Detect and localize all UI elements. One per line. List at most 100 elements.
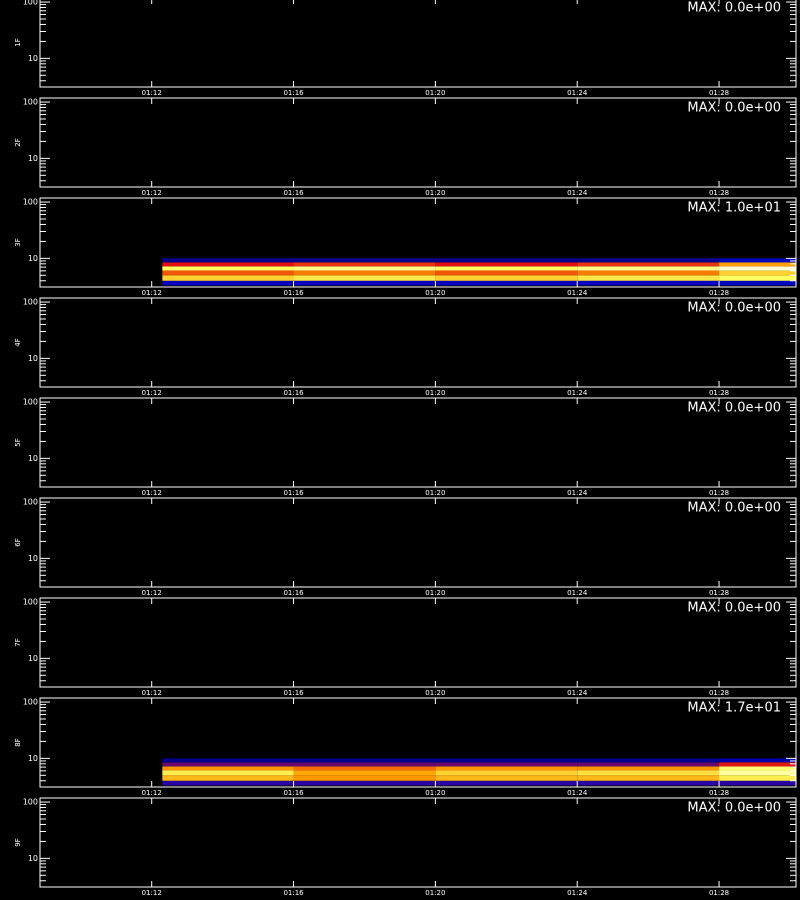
heat-cell [435,762,578,767]
x-tick-label: 01:24 [567,789,588,797]
heat-cell [719,780,796,786]
heat-cell [293,280,436,286]
heat-cell [577,280,720,286]
x-tick-label: 01:16 [283,289,304,297]
x-tick-label: 01:20 [425,189,445,197]
x-tick-label: 01:28 [709,89,729,97]
x-tick-label: 01:28 [709,389,729,397]
x-tick-label: 01:24 [567,489,588,497]
heat-cell [293,270,436,276]
heat-cell [435,775,578,781]
x-tick-label: 01:24 [567,889,588,897]
heat-cell [719,766,796,771]
heat-cell [719,262,796,267]
heat-cell [719,275,796,281]
heat-cell [435,270,578,276]
heat-cell [719,266,796,271]
y-tick-label: 100 [23,698,38,707]
plot-frame [39,597,797,688]
heat-cell [293,262,436,267]
x-tick-label: 01:12 [142,289,162,297]
heat-cell [719,758,796,763]
heat-cell [435,766,578,771]
panel: 10 100 01:12 01:16 01:20 01:24 01:28 7F MAX: 0.0… [14,597,797,697]
heat-cell [435,770,578,776]
heat-cell [162,270,294,276]
x-tick-label: 01:16 [283,689,304,697]
panel: 10 100 01:12 01:16 01:20 01:24 01:28 2F MAX: 0.0… [14,97,797,197]
heat-cell [293,258,436,263]
x-tick-label: 01:28 [709,489,729,497]
heat-cell [162,775,294,781]
heat-cell [435,758,578,763]
max-annotation: MAX: 0.0e+00 [687,101,781,116]
x-tick-label: 01:20 [425,689,445,697]
heat-cell [577,262,720,267]
y-axis-label: 2F [14,138,22,146]
y-tick-label: 100 [23,298,38,307]
x-tick-label: 01:12 [142,589,162,597]
heat-cell [162,275,294,281]
heat-cell [435,275,578,281]
y-axis-label: 8F [14,738,22,746]
heat-cell [577,770,720,776]
heat-cell [162,770,294,776]
x-tick-label: 01:20 [425,889,445,897]
max-annotation: MAX: 0.0e+00 [687,601,781,616]
heat-cell [293,762,436,767]
x-tick-label: 01:16 [283,189,304,197]
x-tick-label: 01:16 [283,389,304,397]
heat-cell [435,262,578,267]
y-tick-label: 10 [28,54,38,63]
heat-cell [719,280,796,286]
heat-cell [577,266,720,271]
y-axis-label: 5F [14,438,22,446]
x-tick-label: 01:16 [283,589,304,597]
x-tick-label: 01:20 [425,289,445,297]
y-axis-label: 3F [14,238,22,246]
x-tick-label: 01:12 [142,689,162,697]
max-annotation: MAX: 0.0e+00 [687,401,781,416]
max-annotation: MAX: 1.0e+01 [687,201,781,216]
y-tick-label: 100 [23,498,38,507]
y-tick-label: 10 [28,454,38,463]
x-tick-label: 01:16 [283,889,304,897]
y-tick-label: 100 [23,598,38,607]
plot-frame [39,697,797,788]
x-tick-label: 01:20 [425,489,445,497]
y-axis-label: 6F [14,538,22,546]
y-tick-label: 100 [23,98,38,107]
heat-cell [162,762,294,767]
heat-cell [293,770,436,776]
heat-cell [162,258,294,263]
plot-frame [39,797,797,888]
x-tick-label: 01:16 [283,89,304,97]
panel: 10 100 01:12 01:16 01:20 01:24 01:28 6F MAX: 0.0… [14,497,797,597]
heat-cell [719,258,796,263]
heat-cell [162,266,294,271]
heat-cell [577,270,720,276]
x-tick-label: 01:20 [425,389,445,397]
x-tick-label: 01:28 [709,789,729,797]
plot-frame [39,297,797,388]
max-annotation: MAX: 0.0e+00 [687,501,781,516]
y-tick-label: 10 [28,254,38,263]
panel: 10 100 01:12 01:16 01:20 01:24 01:28 5F MAX: 0.0… [14,397,797,497]
heat-cell [577,258,720,263]
heat-cell [293,758,436,763]
x-tick-label: 01:28 [709,189,729,197]
x-tick-label: 01:24 [567,389,588,397]
heat-cell [577,780,720,786]
heat-cell [293,266,436,271]
heat-cell [577,758,720,763]
y-tick-label: 100 [23,198,38,207]
y-tick-label: 10 [28,654,38,663]
heat-cell [577,775,720,781]
x-tick-label: 01:12 [142,389,162,397]
x-tick-label: 01:16 [283,489,304,497]
heat-cell [577,762,720,767]
panel: 10 100 01:12 01:16 01:20 01:24 01:28 1F MAX: 0.0… [14,0,797,97]
heat-cell [162,780,294,786]
x-tick-label: 01:16 [283,789,304,797]
heat-cell [435,280,578,286]
